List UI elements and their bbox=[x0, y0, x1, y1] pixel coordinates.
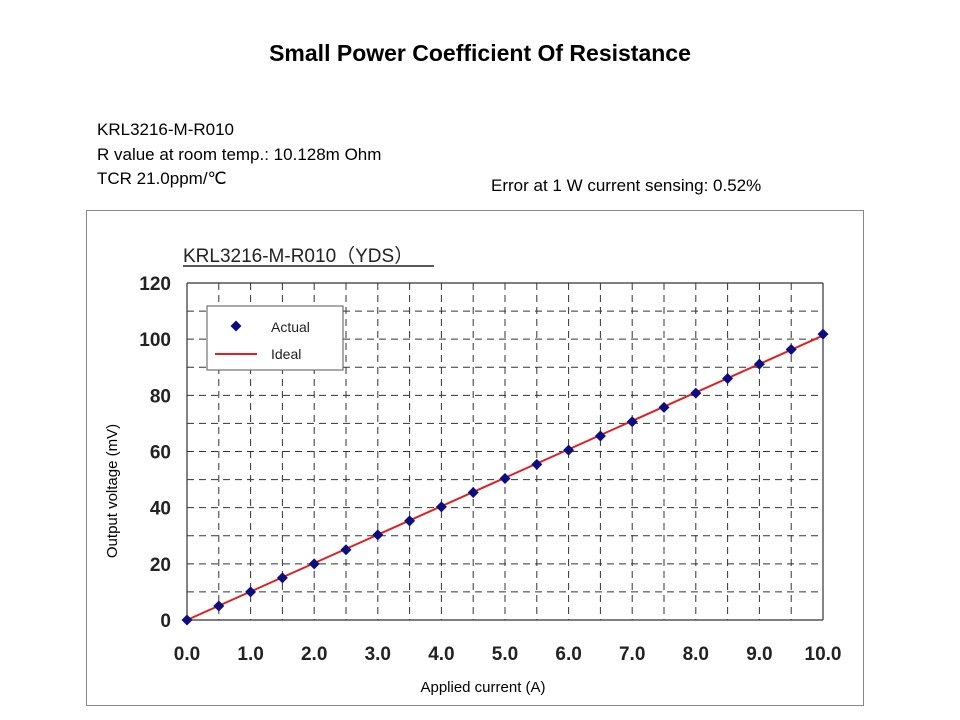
x-tick-label: 7.0 bbox=[619, 644, 645, 665]
x-tick-label: 5.0 bbox=[492, 644, 518, 665]
data-point bbox=[722, 372, 734, 384]
data-point bbox=[658, 401, 670, 413]
data-point bbox=[531, 458, 543, 470]
x-tick-label: 3.0 bbox=[365, 644, 391, 665]
data-point bbox=[372, 529, 384, 541]
data-point bbox=[467, 487, 479, 499]
chart-title: KRL3216-M-R010（YDS） bbox=[183, 245, 413, 267]
x-tick-label: 9.0 bbox=[746, 644, 772, 665]
x-tick-label: 1.0 bbox=[237, 644, 263, 665]
y-tick-label: 40 bbox=[150, 499, 171, 520]
x-tick-label: 6.0 bbox=[555, 644, 581, 665]
slide-title: Small Power Coefficient Of Resistance bbox=[269, 40, 691, 66]
x-axis-label: Applied current (A) bbox=[420, 679, 545, 696]
data-point bbox=[499, 472, 511, 484]
x-tick-label: 2.0 bbox=[301, 644, 327, 665]
data-point bbox=[594, 430, 606, 442]
x-tick-label: 8.0 bbox=[683, 644, 709, 665]
y-tick-label: 120 bbox=[139, 274, 171, 295]
data-point bbox=[690, 387, 702, 399]
voltage-current-chart: KRL3216-M-R010（YDS） 0.0 1.0 2.0 3.0 4.0 5.0 6.… bbox=[104, 245, 842, 696]
data-point bbox=[404, 515, 416, 527]
data-point bbox=[245, 586, 257, 598]
spec-block: KRL3216-M-R010 R value at room temp.: 10… bbox=[97, 118, 381, 192]
x-axis-ticks: 0.0 1.0 2.0 3.0 4.0 5.0 6.0 7.0 8.0 9.0 10.0 bbox=[174, 644, 842, 665]
data-point bbox=[753, 358, 765, 370]
legend-box bbox=[206, 305, 344, 371]
data-point bbox=[626, 416, 638, 428]
x-tick-label: 10.0 bbox=[805, 644, 842, 665]
chart-grid bbox=[186, 282, 824, 621]
spec-resistance: R value at room temp.: 10.128m Ohm bbox=[97, 144, 382, 164]
y-axis-ticks: 0 20 40 60 80 100 120 bbox=[139, 274, 171, 632]
error-note: Error at 1 W current sensing: 0.52% bbox=[491, 176, 762, 195]
chart-frame: KRL3216-M-R010（YDS） 0.0 1.0 2.0 3.0 4.0 5.0 6.… bbox=[86, 210, 864, 706]
legend-ideal-label: Ideal bbox=[271, 346, 301, 362]
data-point bbox=[563, 444, 575, 456]
data-point bbox=[785, 344, 797, 356]
data-point bbox=[308, 558, 320, 570]
y-tick-label: 60 bbox=[150, 443, 171, 464]
data-point bbox=[181, 614, 193, 626]
y-axis-label: Output voltage (mV) bbox=[104, 424, 121, 558]
chart-legend: Actual Ideal bbox=[206, 305, 344, 371]
data-point bbox=[340, 544, 352, 556]
y-tick-label: 0 bbox=[160, 611, 171, 632]
data-point bbox=[435, 501, 447, 513]
y-tick-label: 20 bbox=[150, 555, 171, 576]
x-tick-label: 0.0 bbox=[174, 644, 200, 665]
data-point bbox=[213, 600, 225, 612]
data-point bbox=[276, 572, 288, 584]
legend-actual-marker bbox=[230, 320, 242, 332]
spec-tcr: TCR 21.0ppm/℃ bbox=[97, 169, 227, 188]
actual-series bbox=[181, 328, 829, 626]
y-tick-label: 100 bbox=[139, 330, 171, 351]
spec-part-number: KRL3216-M-R010 bbox=[97, 120, 235, 139]
y-tick-label: 80 bbox=[150, 386, 171, 407]
legend-actual-label: Actual bbox=[271, 319, 310, 335]
data-point bbox=[817, 328, 829, 340]
x-tick-label: 4.0 bbox=[428, 644, 454, 665]
